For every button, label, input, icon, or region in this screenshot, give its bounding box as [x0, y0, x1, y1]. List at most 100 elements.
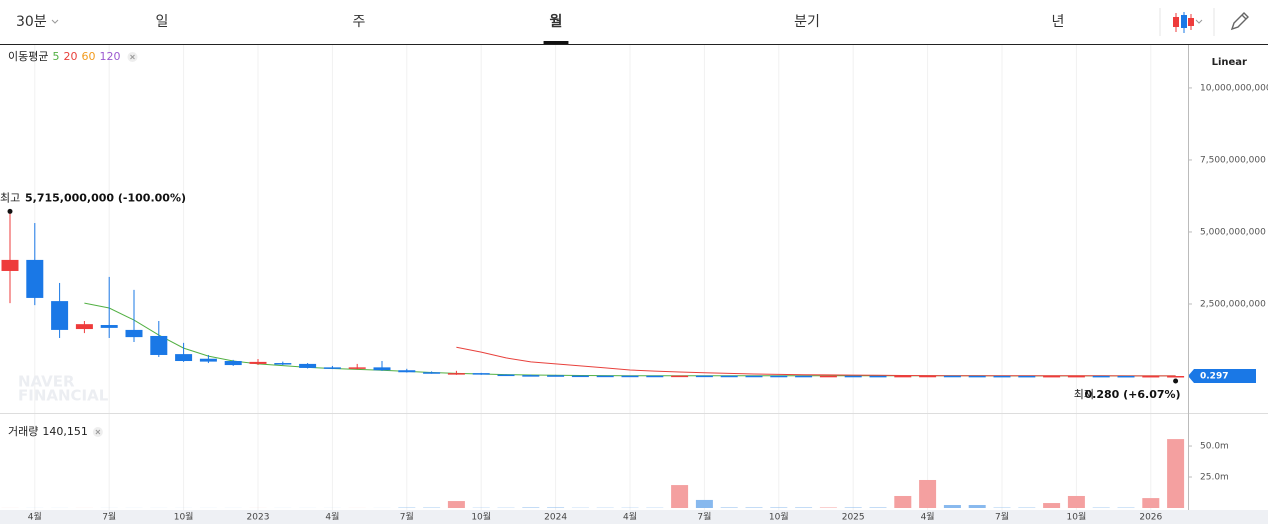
- candle-body: [770, 375, 788, 378]
- volume-bar: [943, 505, 961, 508]
- candle-body: [1142, 375, 1160, 378]
- candle-body: [943, 375, 961, 378]
- tab[interactable]: 주: [353, 14, 366, 30]
- y-tick-label: 7,500,000,000: [1200, 155, 1266, 165]
- candle-body: [547, 375, 565, 377]
- scale-label: Linear: [1212, 57, 1247, 68]
- x-tick-label: 2025: [842, 513, 865, 523]
- candle-body: [398, 370, 416, 373]
- candle-body: [1092, 375, 1110, 378]
- legend-entry: 20: [63, 50, 77, 63]
- watermark: FINANCIAL: [18, 387, 109, 405]
- candle-body: [348, 367, 366, 369]
- volume-bar: [1142, 498, 1160, 508]
- volume-bar: [1167, 439, 1185, 508]
- candle-body: [720, 375, 738, 378]
- candle-body: [968, 375, 986, 378]
- x-tick-label: 4월: [325, 511, 339, 523]
- candle-body: [1167, 376, 1185, 378]
- active-tab-underline: [543, 41, 569, 44]
- y-tick-label: 50.0m: [1200, 442, 1229, 452]
- candle-body: [125, 329, 143, 338]
- high-value: 5,715,000,000 (-100.00%): [25, 191, 186, 204]
- moving-average-line: [456, 346, 1176, 377]
- chart-type-button[interactable]: [1173, 12, 1203, 33]
- tab-chevron[interactable]: [51, 19, 59, 24]
- candle-body: [621, 375, 639, 378]
- candle-body: [299, 363, 317, 368]
- volume-bar: [695, 499, 713, 508]
- candle-body: [497, 374, 515, 377]
- price-tag: [1188, 369, 1256, 384]
- x-tick-label: 7월: [400, 511, 414, 523]
- volume-close-x: [95, 429, 101, 435]
- x-tick-label: 7월: [697, 511, 711, 523]
- legend-entry: 120: [99, 50, 120, 63]
- candle-body: [75, 324, 93, 330]
- legend-entry: 60: [81, 50, 95, 63]
- candle-body: [26, 259, 44, 298]
- candle-body: [869, 375, 887, 378]
- low-label: 최저: [1074, 388, 1094, 401]
- volume-bar: [671, 485, 689, 508]
- legend-entry: 5: [52, 50, 59, 63]
- x-tick-label: 10월: [174, 511, 194, 523]
- x-tick-label: 7월: [995, 511, 1009, 523]
- candle-body: [894, 375, 912, 378]
- x-tick-label: 4월: [921, 511, 935, 523]
- candle-body: [150, 335, 168, 355]
- candle-body: [51, 301, 69, 330]
- draw-button[interactable]: [1230, 12, 1249, 31]
- candle-body: [224, 361, 242, 366]
- candle-body: [745, 375, 763, 378]
- candle-body: [571, 375, 589, 378]
- candle-body: [249, 361, 267, 364]
- candle-body: [596, 375, 614, 378]
- low-marker: [1173, 378, 1179, 384]
- x-tick-label: 2026: [1139, 513, 1162, 523]
- volume-bar: [919, 479, 937, 508]
- candle-body: [447, 373, 465, 375]
- y-tick-label: 25.0m: [1200, 473, 1229, 483]
- candle-body: [373, 367, 391, 371]
- tab[interactable]: 월: [550, 13, 563, 30]
- volume-bar: [1043, 503, 1061, 508]
- x-tick-label: 10월: [769, 511, 789, 523]
- x-axis-strip: [0, 510, 1268, 524]
- volume-bar: [968, 505, 986, 508]
- tab[interactable]: 년: [1052, 14, 1065, 30]
- legend-title: 이동평균: [8, 50, 48, 63]
- tab[interactable]: 분기: [794, 14, 820, 30]
- candle-body: [646, 375, 664, 378]
- candle-body: [671, 375, 689, 378]
- y-tick-label: 2,500,000,000: [1200, 299, 1266, 309]
- candle-body: [522, 375, 540, 377]
- candle-body: [175, 354, 193, 362]
- candle-body: [919, 375, 937, 378]
- watermark: NAVER: [18, 373, 75, 391]
- x-tick-label: 2023: [247, 513, 270, 523]
- candle-body: [100, 325, 118, 328]
- tab-bar: [0, 0, 1268, 44]
- candle-body: [1067, 375, 1085, 378]
- volume-current: 140,151: [42, 425, 88, 438]
- candle-body: [844, 375, 862, 378]
- candle-body: [1043, 375, 1061, 378]
- candle-body: [323, 367, 341, 369]
- legend-close-x: [130, 54, 135, 60]
- volume-title: 거래량: [8, 425, 38, 438]
- candle-body: [1, 259, 19, 271]
- tab[interactable]: 일: [156, 14, 169, 30]
- candle-body: [1018, 375, 1036, 378]
- x-tick-label: 2024: [544, 513, 567, 523]
- y-tick-label: 10,000,000,000: [1200, 83, 1268, 93]
- x-tick-label: 10월: [1067, 511, 1087, 523]
- tab[interactable]: 30분: [16, 14, 47, 30]
- x-tick-label: 7월: [102, 511, 116, 523]
- candle-body: [199, 358, 217, 362]
- volume-bar: [1067, 495, 1085, 508]
- x-tick-label: 4월: [623, 511, 637, 523]
- low-value: 0.280 (+6.07%): [1085, 388, 1181, 401]
- x-tick-label: 10월: [471, 511, 491, 523]
- candle-body: [795, 375, 813, 378]
